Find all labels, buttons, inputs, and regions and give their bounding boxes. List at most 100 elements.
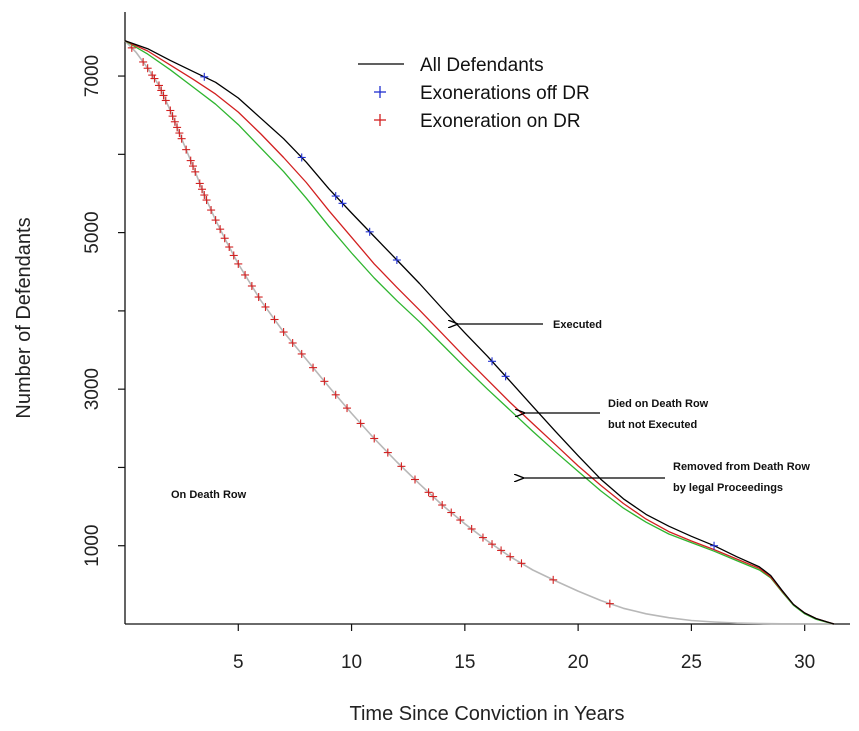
legend-label-all-defendants: All Defendants xyxy=(420,55,544,76)
exoneration-on-dr-marker xyxy=(234,259,243,268)
x-tick-label: 15 xyxy=(454,652,475,673)
y-axis-title: Number of Defendants xyxy=(13,217,35,418)
x-tick-label: 30 xyxy=(794,652,815,673)
exoneration-on-dr-marker xyxy=(198,185,207,194)
annotation-executed-label: Executed xyxy=(553,319,602,331)
annotation-removed-label-1: Removed from Death Row xyxy=(673,461,810,473)
legend-plus-red xyxy=(374,114,386,126)
exoneration-on-dr-marker xyxy=(127,43,136,52)
exoneration-on-dr-marker xyxy=(605,599,614,608)
exoneration-on-dr-marker xyxy=(143,64,152,73)
exoneration-off-dr-marker xyxy=(365,227,374,236)
exoneration-on-dr-marker xyxy=(331,390,340,399)
exoneration-on-dr-marker xyxy=(467,524,476,533)
x-tick-label: 25 xyxy=(681,652,702,673)
legend: All Defendants Exonerations off DR Exone… xyxy=(358,55,590,132)
exoneration-off-dr-marker xyxy=(200,72,209,81)
exoneration-on-dr-marker xyxy=(506,552,515,561)
exoneration-on-dr-marker xyxy=(247,281,256,290)
legend-label-exonerations-off-dr: Exonerations off DR xyxy=(420,83,590,104)
exoneration-on-dr-marker xyxy=(229,251,238,260)
exoneration-on-dr-marker xyxy=(211,216,220,225)
x-tick-label: 10 xyxy=(341,652,362,673)
exoneration-on-dr-marker xyxy=(159,91,168,100)
exoneration-off-dr-marker xyxy=(710,541,719,550)
exoneration-on-dr-marker xyxy=(438,501,447,510)
exoneration-on-dr-marker xyxy=(175,129,184,138)
exoneration-on-dr-marker xyxy=(168,112,177,121)
exoneration-on-dr-marker xyxy=(207,206,216,215)
exoneration-on-dr-marker xyxy=(191,167,200,176)
exoneration-off-dr-marker xyxy=(488,357,497,366)
annotation-executed: Executed xyxy=(457,319,602,331)
legend-label-exoneration-on-dr: Exoneration on DR xyxy=(420,111,581,132)
exoneration-on-dr-marker xyxy=(241,270,250,279)
exoneration-off-dr-marker xyxy=(338,199,347,208)
x-tick-label: 20 xyxy=(568,652,589,673)
exoneration-on-dr-marker xyxy=(279,328,288,337)
exoneration-on-dr-marker xyxy=(411,475,419,484)
exoneration-on-dr-marker xyxy=(154,81,163,90)
y-axis-ticks xyxy=(118,75,125,547)
exoneration-off-dr-marker xyxy=(297,153,306,162)
exoneration-off-dr-marker xyxy=(331,192,340,201)
exoneration-on-dr-marker xyxy=(343,404,352,413)
annotation-died-label-1: Died on Death Row xyxy=(608,398,709,410)
exoneration-on-dr-marker xyxy=(254,293,263,302)
exoneration-on-dr-marker xyxy=(297,349,306,358)
annotation-on-death-row: On Death Row xyxy=(171,489,247,501)
y-tick-label: 1000 xyxy=(82,525,103,567)
exoneration-on-dr-marker xyxy=(456,516,465,525)
exoneration-on-dr-marker xyxy=(216,225,225,234)
exoneration-on-dr-marker xyxy=(261,302,270,311)
exoneration-on-dr-marker xyxy=(497,546,506,555)
y-tick-label: 3000 xyxy=(82,368,103,410)
annotation-died-label-2: but not Executed xyxy=(608,419,697,431)
annotation-died: Died on Death Row but not Executed xyxy=(524,398,709,431)
x-tick-label: 5 xyxy=(233,652,244,673)
exoneration-on-dr-marker xyxy=(478,533,487,542)
exoneration-on-dr-marker xyxy=(429,492,438,501)
exoneration-on-dr-marker xyxy=(270,315,279,324)
exoneration-on-dr-marker xyxy=(517,559,526,568)
exoneration-on-dr-marker xyxy=(150,74,159,83)
annotation-removed: Removed from Death Row by legal Proceedi… xyxy=(523,461,810,494)
x-axis-title: Time Since Conviction in Years xyxy=(350,703,625,725)
exoneration-on-dr-marker xyxy=(157,86,166,95)
exoneration-on-dr-marker xyxy=(220,234,229,243)
exoneration-on-dr-marker xyxy=(309,363,318,372)
exoneration-on-dr-marker xyxy=(424,488,433,497)
exoneration-off-dr-marker xyxy=(392,256,401,265)
exoneration-on-dr-marker xyxy=(383,448,392,457)
exoneration-on-dr-marker xyxy=(182,145,191,154)
exoneration-on-dr-marker xyxy=(173,123,182,132)
exoneration-on-dr-marker xyxy=(549,575,558,584)
exoneration-on-dr-marker xyxy=(488,540,497,549)
exoneration-on-dr-marker xyxy=(200,191,209,200)
exoneration-on-dr-marker xyxy=(225,243,234,252)
exoneration-on-dr-marker xyxy=(397,462,406,471)
exoneration-on-dr-marker xyxy=(177,134,186,143)
exoneration-on-dr-marker xyxy=(320,377,329,386)
exoneration-on-dr-marker xyxy=(288,338,297,347)
exoneration-on-dr-marker xyxy=(188,162,197,171)
exoneration-on-dr-marker xyxy=(170,117,179,126)
marker-layer xyxy=(127,43,719,608)
exoneration-on-dr-marker xyxy=(370,434,379,443)
exoneration-on-dr-marker xyxy=(139,57,148,66)
y-tick-label: 5000 xyxy=(82,211,103,253)
exoneration-on-dr-marker xyxy=(161,96,170,105)
exoneration-off-dr-marker xyxy=(501,372,510,381)
exoneration-on-dr-marker xyxy=(195,179,204,188)
annotation-removed-label-2: by legal Proceedings xyxy=(673,482,783,494)
exoneration-on-dr-marker xyxy=(186,156,195,165)
exoneration-on-dr-marker xyxy=(447,508,456,517)
x-axis-ticks xyxy=(237,624,806,631)
series-line-executed xyxy=(124,40,835,625)
exoneration-on-dr-marker xyxy=(202,196,211,205)
exoneration-on-dr-marker xyxy=(166,106,175,115)
exoneration-on-dr-marker xyxy=(356,419,365,428)
y-tick-label: 7000 xyxy=(82,55,103,97)
legend-plus-blue xyxy=(374,86,386,98)
